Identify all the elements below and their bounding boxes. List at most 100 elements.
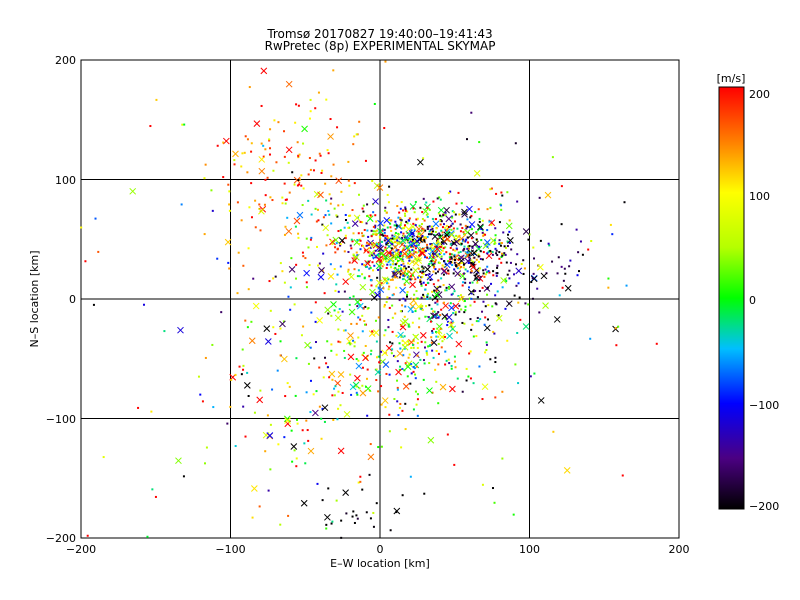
data-point	[297, 178, 300, 181]
data-point	[500, 255, 503, 258]
data-point	[80, 226, 83, 229]
data-point-cross	[415, 254, 422, 262]
data-point	[478, 365, 481, 368]
data-point	[408, 250, 411, 253]
data-point	[361, 273, 364, 276]
data-point	[450, 325, 453, 328]
data-point-cross	[544, 191, 552, 199]
data-point	[375, 232, 378, 235]
data-point	[367, 251, 370, 254]
data-point	[491, 305, 494, 308]
data-point	[269, 128, 272, 131]
data-point	[396, 379, 399, 382]
data-point	[460, 308, 463, 311]
data-point	[485, 343, 488, 346]
data-point	[372, 211, 375, 214]
data-point	[325, 362, 328, 365]
data-point	[391, 342, 394, 345]
data-point	[429, 278, 432, 281]
data-point-cross	[375, 279, 383, 287]
data-point	[473, 263, 476, 266]
data-point	[412, 408, 415, 411]
data-point	[365, 265, 368, 268]
data-point	[442, 284, 445, 287]
data-point-cross	[489, 237, 497, 245]
data-point	[421, 304, 424, 307]
data-point	[294, 394, 297, 397]
data-point	[246, 371, 249, 374]
data-point	[406, 247, 409, 250]
data-point	[405, 293, 408, 296]
data-point	[500, 252, 503, 255]
data-point	[230, 378, 233, 381]
data-point-cross	[447, 321, 455, 329]
data-point	[306, 429, 309, 432]
data-point	[433, 246, 436, 249]
data-point	[367, 307, 370, 310]
data-point	[297, 156, 300, 159]
data-point-cross	[284, 417, 291, 424]
data-point	[389, 529, 392, 532]
data-point	[411, 235, 414, 238]
data-point	[336, 247, 339, 250]
data-point	[522, 259, 525, 262]
data-point	[394, 256, 397, 259]
data-point	[437, 279, 440, 282]
data-point	[497, 314, 500, 317]
data-point	[296, 184, 299, 187]
data-point-cross	[393, 250, 400, 257]
data-point	[422, 273, 425, 276]
data-point	[241, 348, 244, 351]
data-point	[340, 519, 343, 522]
data-point-cross	[266, 432, 274, 439]
data-point	[274, 332, 277, 335]
data-point	[410, 245, 413, 248]
data-point-cross	[431, 312, 439, 320]
data-point	[436, 270, 439, 273]
data-point	[229, 405, 232, 408]
data-point	[513, 273, 516, 276]
data-point	[316, 208, 319, 211]
data-point	[308, 117, 311, 120]
data-point	[260, 142, 263, 145]
data-point	[458, 310, 461, 313]
data-point	[476, 281, 479, 284]
data-point-cross	[453, 238, 461, 246]
data-point	[397, 249, 400, 252]
data-point	[410, 253, 413, 256]
data-point	[460, 202, 463, 205]
data-point-cross	[307, 447, 315, 455]
data-point-cross	[430, 339, 438, 346]
data-point	[370, 279, 373, 282]
data-point	[418, 274, 421, 277]
data-point	[607, 277, 610, 280]
data-point-cross	[477, 223, 484, 231]
data-point	[339, 243, 342, 246]
data-point	[386, 296, 389, 299]
data-point	[459, 242, 462, 245]
data-point	[428, 230, 431, 233]
data-point-cross	[413, 237, 421, 245]
y-tick-label: −200	[46, 532, 76, 545]
data-point	[420, 223, 423, 226]
data-point-cross	[248, 337, 256, 345]
data-point	[404, 252, 407, 255]
data-point	[464, 309, 467, 312]
data-point	[412, 207, 415, 210]
data-point	[436, 314, 439, 317]
data-point	[321, 407, 324, 410]
data-point	[372, 511, 375, 514]
data-point	[407, 270, 410, 273]
data-point	[272, 169, 275, 172]
data-point	[400, 446, 403, 449]
data-point	[445, 229, 448, 232]
data-point	[388, 306, 391, 309]
data-point	[242, 368, 245, 371]
data-point	[149, 125, 152, 128]
data-point	[320, 171, 323, 174]
data-point	[366, 203, 369, 206]
data-point	[371, 261, 374, 264]
data-point	[466, 247, 469, 250]
data-point	[414, 224, 417, 227]
